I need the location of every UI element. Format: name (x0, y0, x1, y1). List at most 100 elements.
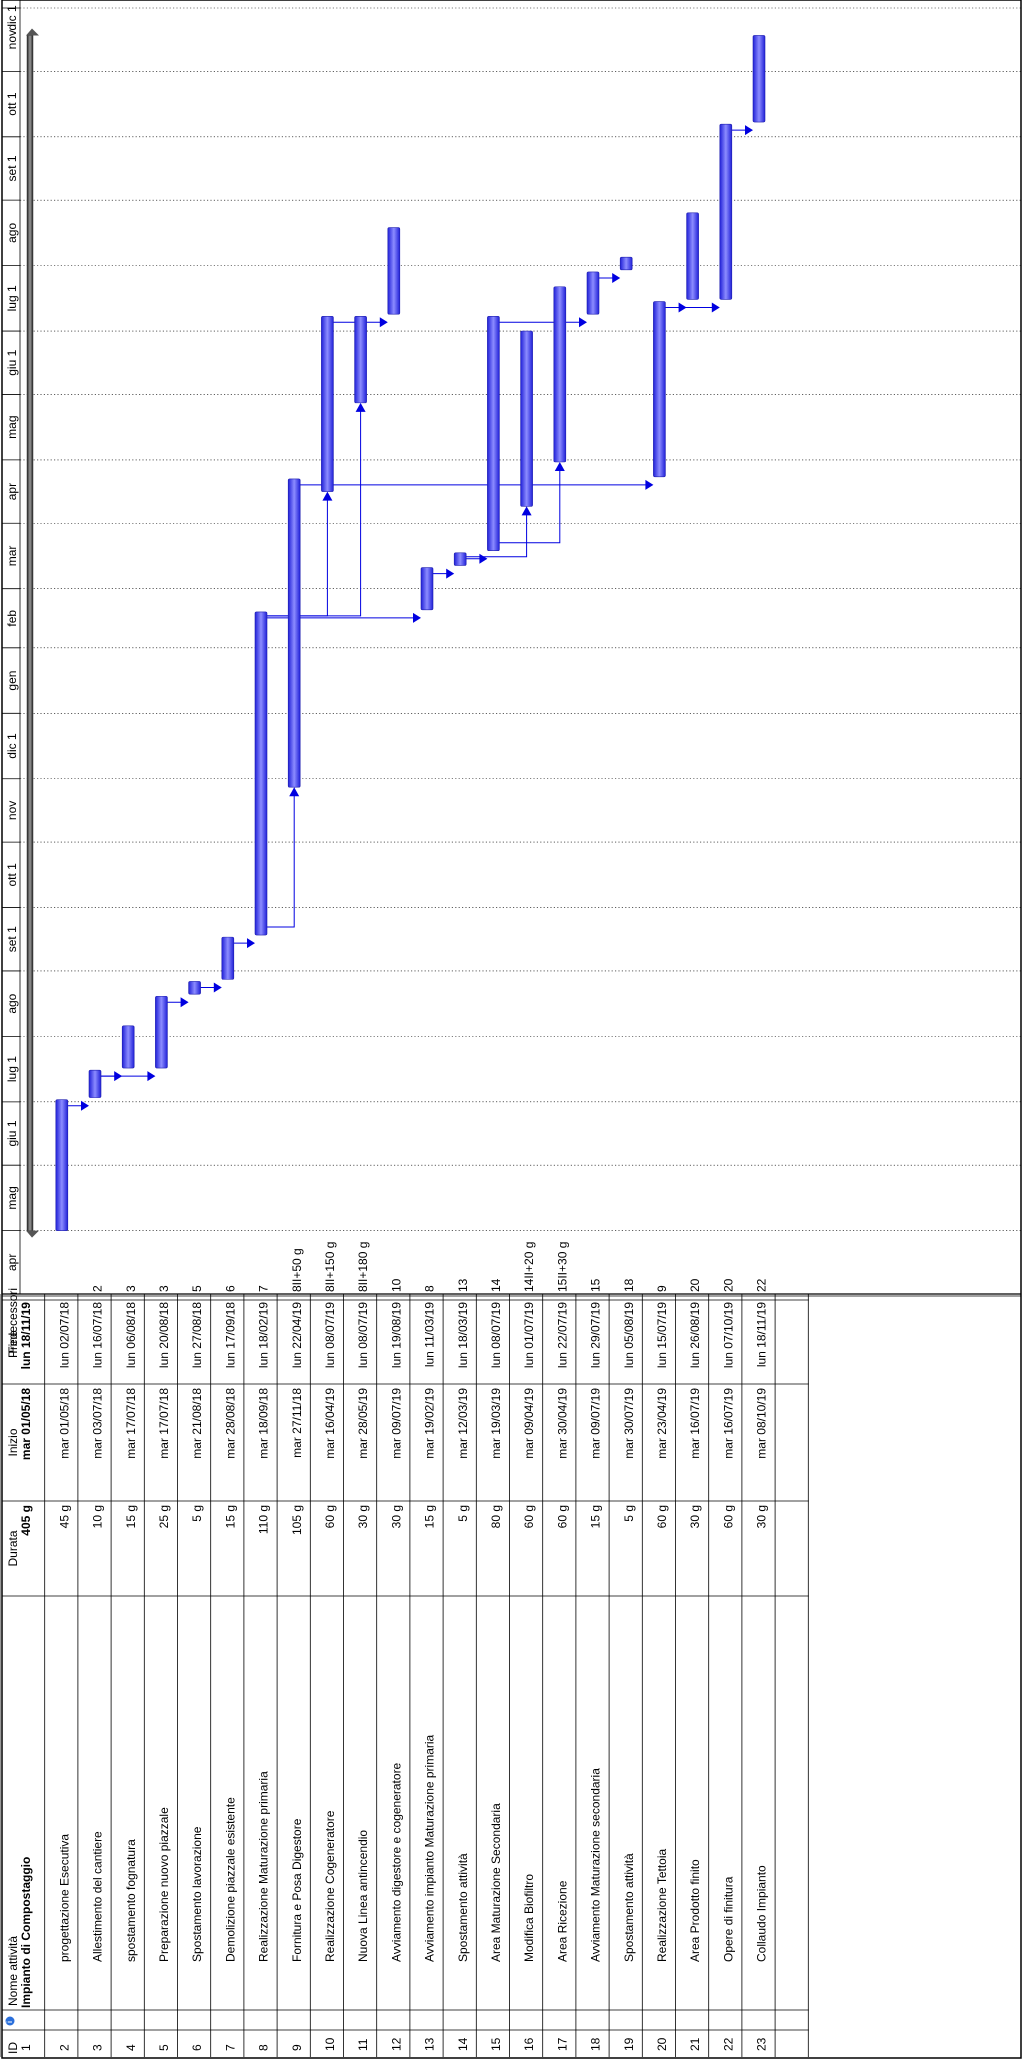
task-predecessors: 3 (124, 1285, 138, 1292)
task-bar[interactable] (188, 981, 201, 995)
task-predecessors: 8II+50 g (290, 1248, 304, 1292)
dependency-link (466, 514, 528, 558)
task-start: mar 16/07/19 (688, 1388, 702, 1459)
task-name: Realizzazione Cogeneratore (323, 1810, 337, 1962)
task-name: Opere di finitura (721, 1876, 735, 1962)
task-id: 6 (190, 2044, 204, 2051)
task-start: mar 28/08/18 (223, 1388, 237, 1459)
task-id: 21 (688, 2037, 702, 2051)
task-bar[interactable] (586, 271, 600, 315)
timescale-label: ott 1 (5, 863, 19, 887)
task-start: mar 16/07/19 (721, 1388, 735, 1459)
task-predecessors: 13 (456, 1278, 470, 1292)
task-duration: 15 g (124, 1505, 138, 1528)
link-arrow (521, 506, 532, 516)
task-bar[interactable] (221, 936, 235, 980)
dependency-links (67, 125, 753, 1111)
timescale-label: giu 1 (5, 1120, 19, 1146)
task-bar[interactable] (387, 227, 401, 315)
task-end: lun 20/08/18 (157, 1302, 171, 1368)
timescale-label: lug 1 (5, 285, 19, 311)
task-bar[interactable] (155, 995, 168, 1069)
task-end: lun 29/07/19 (589, 1302, 603, 1368)
task-duration: 30 g (688, 1505, 702, 1528)
task-name: Spostamento lavorazione (190, 1826, 204, 1962)
task-bar[interactable] (653, 301, 666, 478)
timescale-label: dic 1 (5, 733, 19, 759)
task-name: Spostamento attività (456, 1853, 470, 1962)
header-start: Inizio (6, 1428, 20, 1456)
dependency-link (499, 470, 561, 544)
task-duration: 5 g (622, 1505, 636, 1522)
task-id: 4 (124, 2044, 138, 2051)
task-bar[interactable] (453, 552, 467, 566)
timescale-label: feb (5, 610, 19, 627)
task-bar[interactable] (287, 478, 301, 788)
header-duration: Durata (6, 1530, 20, 1566)
task-end: lun 18/02/19 (257, 1302, 271, 1368)
header-name: Nome attività (6, 1936, 20, 2006)
task-id: 23 (755, 2037, 769, 2051)
timescale-label: set 1 (5, 926, 19, 952)
timescale-label: apr (5, 483, 19, 500)
task-start: mar 16/04/19 (323, 1388, 337, 1459)
task-bar[interactable] (121, 1025, 135, 1069)
task-duration: 60 g (655, 1505, 669, 1528)
task-duration: 405 g (19, 1505, 33, 1536)
task-duration: 110 g (257, 1505, 271, 1534)
task-end: lun 18/11/19 (755, 1302, 769, 1367)
timescale-label: mag (5, 415, 19, 438)
task-duration: 60 g (522, 1505, 536, 1528)
task-duration: 15 g (223, 1505, 237, 1528)
task-bar[interactable] (354, 316, 367, 404)
header-id: ID (6, 2042, 20, 2054)
link-arrow (247, 938, 255, 949)
task-predecessors: 15II+30 g (555, 1242, 569, 1292)
task-start: mar 30/07/19 (622, 1388, 636, 1459)
task-end: lun 26/08/19 (688, 1302, 702, 1368)
task-predecessors: 8II+180 g (356, 1242, 370, 1292)
link-arrow (147, 1071, 156, 1082)
task-end: lun 18/11/19 (19, 1302, 33, 1370)
timescale-label: ago (5, 223, 19, 243)
task-start: mar 18/09/18 (257, 1388, 271, 1459)
link-arrow (379, 317, 388, 328)
link-arrow (711, 302, 720, 313)
task-predecessors: 10 (389, 1278, 403, 1292)
task-predecessors: 20 (688, 1278, 702, 1292)
link-arrow (612, 272, 621, 283)
task-bar[interactable] (55, 1099, 69, 1231)
task-bar[interactable] (752, 35, 766, 123)
task-end: lun 11/03/19 (423, 1302, 437, 1367)
task-name: Area Ricezione (555, 1880, 569, 1962)
task-end: lun 18/03/19 (456, 1302, 470, 1368)
task-bar[interactable] (321, 316, 334, 492)
task-bar[interactable] (719, 123, 733, 300)
task-bar[interactable] (520, 330, 533, 507)
task-name: Realizzazione Maturazione primaria (257, 1771, 271, 1962)
task-bar[interactable] (686, 212, 699, 300)
task-duration: 60 g (323, 1505, 337, 1528)
task-bar[interactable] (420, 567, 434, 611)
timescale-label: mag (5, 1186, 19, 1209)
task-start: mar 01/05/18 (57, 1388, 71, 1459)
task-bar[interactable] (88, 1069, 102, 1098)
task-end: lun 16/07/18 (91, 1302, 105, 1368)
timescale-label: apr (5, 1254, 19, 1271)
task-bar[interactable] (553, 286, 567, 463)
task-name: Allestimento del cantiere (91, 1831, 105, 1962)
task-duration: 10 g (91, 1505, 105, 1528)
task-name: Nuova Linea antincendio (356, 1830, 370, 1962)
task-bar[interactable] (254, 611, 268, 936)
task-id: 11 (356, 2038, 370, 2051)
dependency-link (267, 795, 295, 928)
timescale-label: set 1 (5, 155, 19, 181)
header-pred: Predecessori (6, 1288, 20, 1358)
task-bar[interactable] (487, 316, 500, 551)
task-duration: 105 g (290, 1505, 304, 1535)
link-arrow (554, 462, 565, 472)
task-id: 17 (555, 2037, 569, 2051)
task-bar[interactable] (619, 256, 633, 271)
